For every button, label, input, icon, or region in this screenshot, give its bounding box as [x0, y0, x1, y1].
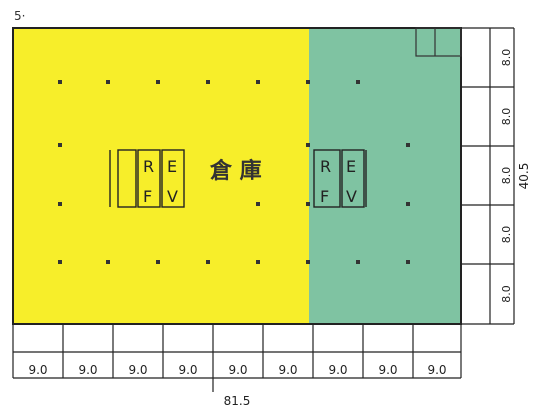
vertical-tick-marks — [461, 86, 514, 265]
ev2-bottom-left: F — [320, 187, 329, 206]
horizontal-span-label: 9.0 — [378, 363, 397, 377]
horizontal-span-label: 9.0 — [178, 363, 197, 377]
horizontal-total-label: 81.5 — [224, 394, 251, 408]
floor-outline — [12, 27, 462, 325]
ev2-top-left: R — [320, 157, 331, 176]
horizontal-span-label: 9.0 — [28, 363, 47, 377]
ev1-top-right: E — [167, 157, 177, 176]
green-zone — [309, 28, 461, 324]
vertical-span-label: 8.0 — [500, 285, 513, 303]
vertical-total-label: 40.5 — [517, 163, 531, 190]
column-dot — [356, 260, 360, 264]
ev1-top-left: R — [143, 157, 154, 176]
column-dot — [256, 202, 260, 206]
column-dot — [58, 80, 62, 84]
horizontal-span-label: 9.0 — [278, 363, 297, 377]
column-dot — [306, 260, 310, 264]
corner-box — [415, 27, 462, 57]
column-dot — [106, 80, 110, 84]
yellow-zone — [13, 28, 309, 324]
column-dot — [256, 80, 260, 84]
horizontal-dimension-lines — [12, 324, 462, 379]
elevator-group-left — [109, 149, 185, 208]
horizontal-span-label: 9.0 — [427, 363, 446, 377]
column-dot — [156, 80, 160, 84]
column-grid — [58, 80, 410, 264]
column-dot — [206, 80, 210, 84]
column-dot — [356, 80, 360, 84]
ev2-bottom-right: V — [346, 187, 357, 206]
column-dot — [58, 260, 62, 264]
column-dot — [256, 260, 260, 264]
room-label: 倉 庫 — [209, 158, 262, 184]
column-dot — [306, 80, 310, 84]
ev2-top-right: E — [346, 157, 356, 176]
column-dot — [406, 143, 410, 147]
ev1-bottom-right: V — [167, 187, 178, 206]
column-dot — [406, 202, 410, 206]
column-dot — [206, 260, 210, 264]
horizontal-tick-marks — [62, 324, 414, 378]
vertical-span-labels: 8.0 8.0 8.0 8.0 8.0 — [500, 49, 513, 303]
column-dot — [58, 202, 62, 206]
horizontal-span-label: 9.0 — [128, 363, 147, 377]
horizontal-span-label: 9.0 — [228, 363, 247, 377]
floor-corner-label: 5· — [14, 9, 25, 23]
column-dot — [58, 143, 62, 147]
column-dot — [306, 143, 310, 147]
column-dot — [306, 202, 310, 206]
vertical-span-label: 8.0 — [500, 108, 513, 126]
horizontal-span-labels: 9.0 9.0 9.0 9.0 9.0 9.0 9.0 9.0 9.0 — [28, 363, 446, 377]
vertical-dimension-lines — [461, 27, 515, 325]
vertical-span-label: 8.0 — [500, 226, 513, 244]
horizontal-span-label: 9.0 — [78, 363, 97, 377]
elevator-group-right — [313, 149, 367, 208]
ev1-bottom-left: F — [143, 187, 152, 206]
vertical-span-label: 8.0 — [500, 167, 513, 185]
column-dot — [406, 260, 410, 264]
vertical-span-label: 8.0 — [500, 49, 513, 67]
column-dot — [106, 260, 110, 264]
horizontal-span-label: 9.0 — [328, 363, 347, 377]
column-dot — [156, 260, 160, 264]
